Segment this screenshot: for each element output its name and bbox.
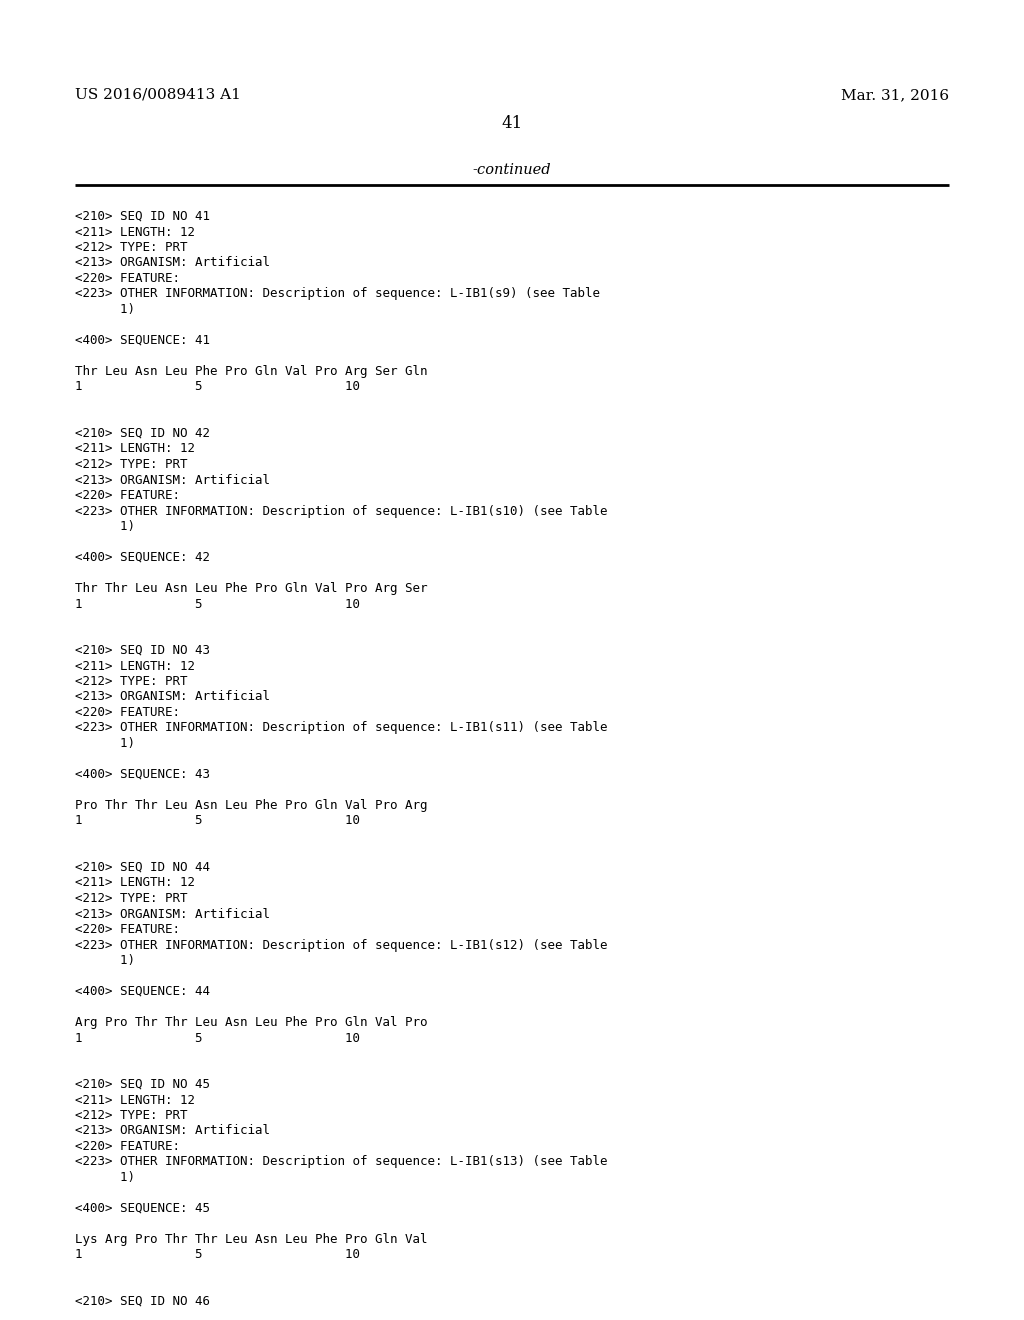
Text: 1               5                   10: 1 5 10	[75, 814, 360, 828]
Text: <211> LENGTH: 12: <211> LENGTH: 12	[75, 442, 195, 455]
Text: <220> FEATURE:: <220> FEATURE:	[75, 1140, 180, 1152]
Text: <212> TYPE: PRT: <212> TYPE: PRT	[75, 675, 187, 688]
Text: 1               5                   10: 1 5 10	[75, 1031, 360, 1044]
Text: <211> LENGTH: 12: <211> LENGTH: 12	[75, 1093, 195, 1106]
Text: Mar. 31, 2016: Mar. 31, 2016	[841, 88, 949, 102]
Text: <223> OTHER INFORMATION: Description of sequence: L-IB1(s11) (see Table: <223> OTHER INFORMATION: Description of …	[75, 722, 607, 734]
Text: <400> SEQUENCE: 43: <400> SEQUENCE: 43	[75, 768, 210, 781]
Text: <212> TYPE: PRT: <212> TYPE: PRT	[75, 458, 187, 471]
Text: Thr Thr Leu Asn Leu Phe Pro Gln Val Pro Arg Ser: Thr Thr Leu Asn Leu Phe Pro Gln Val Pro …	[75, 582, 427, 595]
Text: 1): 1)	[75, 954, 135, 968]
Text: 41: 41	[502, 115, 522, 132]
Text: <213> ORGANISM: Artificial: <213> ORGANISM: Artificial	[75, 1125, 270, 1138]
Text: 1): 1)	[75, 737, 135, 750]
Text: 1               5                   10: 1 5 10	[75, 598, 360, 610]
Text: US 2016/0089413 A1: US 2016/0089413 A1	[75, 88, 241, 102]
Text: 1): 1)	[75, 520, 135, 533]
Text: <223> OTHER INFORMATION: Description of sequence: L-IB1(s10) (see Table: <223> OTHER INFORMATION: Description of …	[75, 504, 607, 517]
Text: -continued: -continued	[473, 162, 551, 177]
Text: <220> FEATURE:: <220> FEATURE:	[75, 706, 180, 719]
Text: <213> ORGANISM: Artificial: <213> ORGANISM: Artificial	[75, 256, 270, 269]
Text: <211> LENGTH: 12: <211> LENGTH: 12	[75, 660, 195, 672]
Text: <210> SEQ ID NO 42: <210> SEQ ID NO 42	[75, 426, 210, 440]
Text: <400> SEQUENCE: 45: <400> SEQUENCE: 45	[75, 1203, 210, 1214]
Text: <210> SEQ ID NO 43: <210> SEQ ID NO 43	[75, 644, 210, 657]
Text: Arg Pro Thr Thr Leu Asn Leu Phe Pro Gln Val Pro: Arg Pro Thr Thr Leu Asn Leu Phe Pro Gln …	[75, 1016, 427, 1030]
Text: <223> OTHER INFORMATION: Description of sequence: L-IB1(s12) (see Table: <223> OTHER INFORMATION: Description of …	[75, 939, 607, 952]
Text: <210> SEQ ID NO 45: <210> SEQ ID NO 45	[75, 1078, 210, 1092]
Text: <213> ORGANISM: Artificial: <213> ORGANISM: Artificial	[75, 908, 270, 920]
Text: <220> FEATURE:: <220> FEATURE:	[75, 923, 180, 936]
Text: <213> ORGANISM: Artificial: <213> ORGANISM: Artificial	[75, 474, 270, 487]
Text: <400> SEQUENCE: 41: <400> SEQUENCE: 41	[75, 334, 210, 347]
Text: <400> SEQUENCE: 42: <400> SEQUENCE: 42	[75, 550, 210, 564]
Text: Lys Arg Pro Thr Thr Leu Asn Leu Phe Pro Gln Val: Lys Arg Pro Thr Thr Leu Asn Leu Phe Pro …	[75, 1233, 427, 1246]
Text: <211> LENGTH: 12: <211> LENGTH: 12	[75, 876, 195, 890]
Text: <400> SEQUENCE: 44: <400> SEQUENCE: 44	[75, 985, 210, 998]
Text: <210> SEQ ID NO 44: <210> SEQ ID NO 44	[75, 861, 210, 874]
Text: <212> TYPE: PRT: <212> TYPE: PRT	[75, 1109, 187, 1122]
Text: <210> SEQ ID NO 41: <210> SEQ ID NO 41	[75, 210, 210, 223]
Text: <213> ORGANISM: Artificial: <213> ORGANISM: Artificial	[75, 690, 270, 704]
Text: <220> FEATURE:: <220> FEATURE:	[75, 488, 180, 502]
Text: Thr Leu Asn Leu Phe Pro Gln Val Pro Arg Ser Gln: Thr Leu Asn Leu Phe Pro Gln Val Pro Arg …	[75, 366, 427, 378]
Text: <212> TYPE: PRT: <212> TYPE: PRT	[75, 242, 187, 253]
Text: Pro Thr Thr Leu Asn Leu Phe Pro Gln Val Pro Arg: Pro Thr Thr Leu Asn Leu Phe Pro Gln Val …	[75, 799, 427, 812]
Text: <223> OTHER INFORMATION: Description of sequence: L-IB1(s13) (see Table: <223> OTHER INFORMATION: Description of …	[75, 1155, 607, 1168]
Text: <212> TYPE: PRT: <212> TYPE: PRT	[75, 892, 187, 906]
Text: 1               5                   10: 1 5 10	[75, 1249, 360, 1262]
Text: <210> SEQ ID NO 46: <210> SEQ ID NO 46	[75, 1295, 210, 1308]
Text: <211> LENGTH: 12: <211> LENGTH: 12	[75, 226, 195, 239]
Text: 1): 1)	[75, 1171, 135, 1184]
Text: 1): 1)	[75, 304, 135, 315]
Text: 1               5                   10: 1 5 10	[75, 380, 360, 393]
Text: <220> FEATURE:: <220> FEATURE:	[75, 272, 180, 285]
Text: <223> OTHER INFORMATION: Description of sequence: L-IB1(s9) (see Table: <223> OTHER INFORMATION: Description of …	[75, 288, 600, 301]
